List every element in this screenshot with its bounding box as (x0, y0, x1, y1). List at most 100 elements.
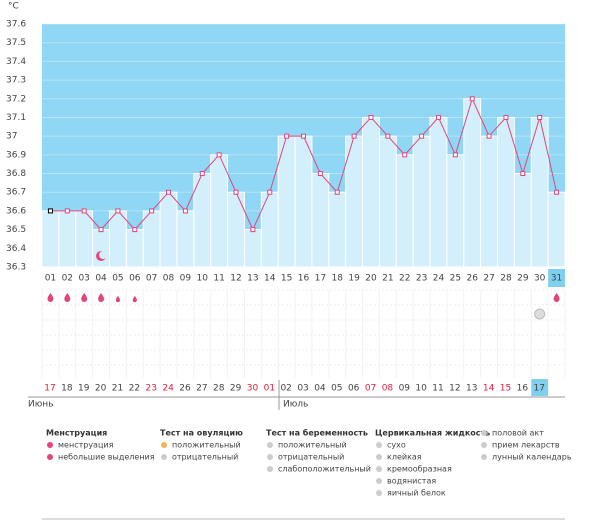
today-highlight (548, 269, 565, 287)
day-column (176, 210, 195, 268)
date-label: 26 (179, 384, 191, 394)
menstruation-icon (553, 293, 560, 302)
x-tick-label: 31 (551, 274, 562, 284)
date-label: 23 (145, 384, 156, 394)
date-label: 03 (297, 384, 308, 394)
day-column (75, 210, 94, 268)
date-label: 10 (415, 384, 427, 394)
legend-item: положительный (278, 441, 347, 450)
date-label: 21 (112, 384, 123, 394)
x-tick-label: 05 (112, 274, 123, 284)
date-label: 01 (264, 384, 275, 394)
menstruation-icon (81, 293, 88, 302)
date-label: 24 (162, 384, 174, 394)
temperature-point (250, 227, 256, 233)
day-column (294, 135, 313, 268)
x-tick-label: 07 (146, 274, 157, 284)
temperature-point (98, 227, 104, 233)
legend-icon (376, 442, 382, 448)
temperature-point (216, 152, 222, 158)
temperature-point (149, 208, 155, 214)
x-tick-label: 08 (163, 274, 175, 284)
legend-item: отрицательный (278, 453, 344, 462)
temperature-point (317, 171, 323, 177)
legend-item: клейкая (387, 453, 422, 462)
temperature-point (402, 152, 408, 158)
y-tick-label: 36.3 (6, 263, 26, 273)
temperature-point (419, 133, 425, 139)
x-tick-label: 21 (382, 274, 393, 284)
legend-item: небольшие выделения (58, 453, 155, 462)
temperature-point (267, 189, 273, 195)
legend-item: яичный белок (387, 489, 446, 498)
day-column (210, 154, 229, 268)
menstruation-icon (98, 293, 105, 302)
day-column (159, 191, 178, 268)
y-tick-label: 36.9 (6, 150, 26, 160)
x-tick-label: 10 (197, 274, 209, 284)
date-label: 15 (500, 384, 511, 394)
menstruation-icon (64, 293, 71, 302)
legend-item: отрицательный (172, 453, 238, 462)
day-column (463, 98, 482, 268)
x-tick-label: 12 (230, 274, 241, 284)
temperature-point (115, 208, 121, 214)
x-tick-label: 01 (45, 274, 56, 284)
date-label: 07 (365, 384, 376, 394)
date-label: 08 (382, 384, 394, 394)
temperature-point (233, 189, 239, 195)
temperature-point (452, 152, 458, 158)
legend-title: Тест на беременность (266, 428, 368, 438)
legend-icon (267, 454, 273, 460)
date-label: 04 (314, 384, 326, 394)
y-tick-label: 36.6 (6, 206, 26, 216)
menstruation-icon (115, 295, 121, 303)
day-column (395, 154, 414, 268)
temperature-point (284, 133, 290, 139)
legend-item: слабоположительный (278, 465, 371, 474)
day-column (530, 116, 549, 268)
date-label: 09 (399, 384, 411, 394)
day-column (513, 173, 532, 268)
legend-item: половой акт (492, 429, 544, 438)
x-tick-label: 06 (129, 274, 141, 284)
date-label: 17 (534, 384, 545, 394)
day-column (92, 229, 110, 268)
x-tick-label: 17 (315, 274, 326, 284)
date-label: 13 (466, 384, 477, 394)
temperature-point (503, 114, 509, 120)
day-column (41, 210, 60, 268)
date-label: 12 (449, 384, 460, 394)
temperature-point (469, 96, 475, 102)
x-tick-label: 11 (213, 274, 224, 284)
menstruation-icon (132, 295, 137, 303)
date-highlight (531, 379, 549, 396)
x-tick-label: 23 (416, 274, 427, 284)
legend-title: Менструация (46, 429, 107, 438)
date-label: 14 (483, 384, 495, 394)
x-tick-label: 26 (466, 274, 478, 284)
legend-item: сухо (387, 441, 406, 450)
temperature-point (334, 189, 340, 195)
x-tick-label: 25 (450, 274, 461, 284)
day-column (125, 229, 144, 268)
unit-label: °C (8, 2, 19, 12)
temperature-point (166, 189, 172, 195)
date-label: 29 (230, 384, 242, 394)
temperature-point (81, 208, 87, 214)
y-tick-label: 37.5 (6, 38, 26, 48)
x-tick-label: 30 (534, 274, 546, 284)
date-label: 30 (247, 384, 259, 394)
day-column (260, 191, 279, 268)
x-tick-label: 19 (348, 274, 360, 284)
temperature-point (486, 133, 492, 139)
date-label: 28 (213, 384, 225, 394)
legend-icon (481, 430, 487, 436)
date-label: 27 (196, 384, 207, 394)
y-tick-label: 36.4 (6, 244, 26, 254)
legend-item: положительный (172, 441, 241, 450)
date-label: 18 (61, 384, 73, 394)
y-tick-label: 37 (6, 132, 17, 142)
day-column (362, 116, 380, 268)
